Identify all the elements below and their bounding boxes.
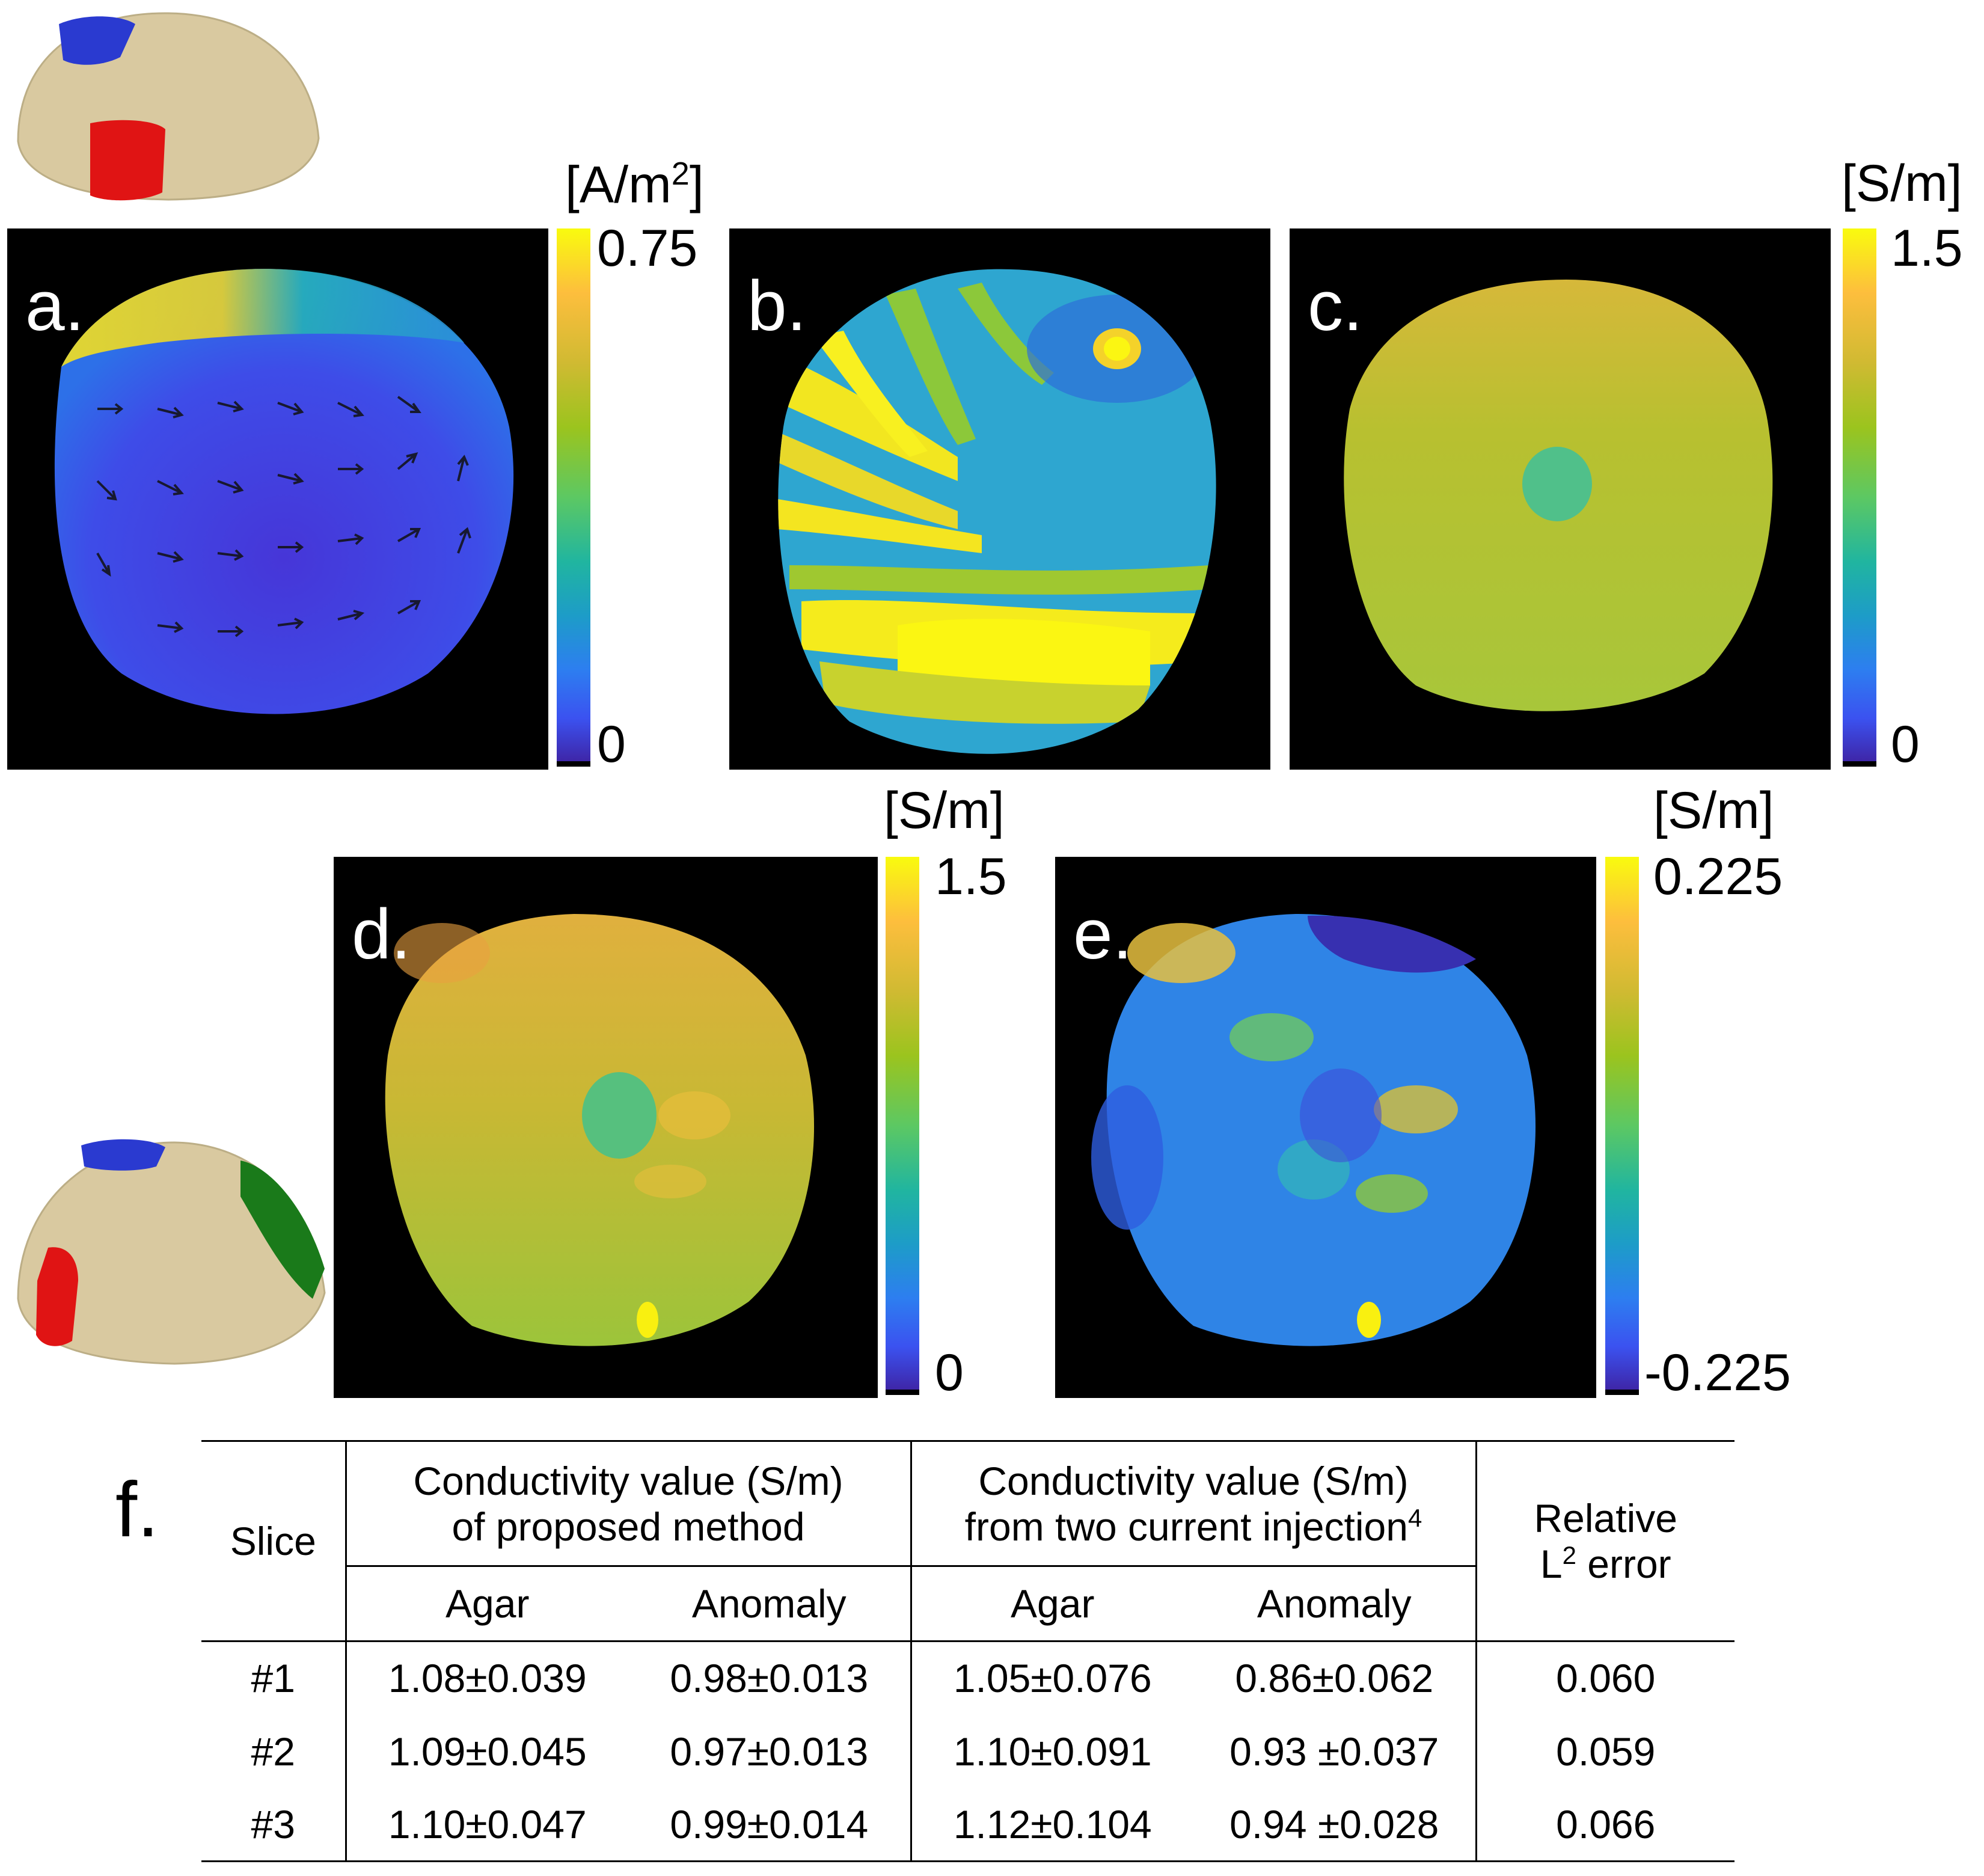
header-error-rest: error (1576, 1542, 1671, 1586)
colorbar-a (557, 228, 590, 767)
panel-label-a: a. (25, 266, 85, 346)
header-two-current-line1: Conductivity value (S/m) (978, 1458, 1409, 1503)
cell-proposed-anomaly: 0.98±0.013 (628, 1641, 912, 1715)
colorbar-a-max: 0.75 (597, 219, 698, 277)
cell-two-agar: 1.05±0.076 (953, 1656, 1152, 1701)
table-row: #2 1.09±0.045 0.97±0.013 1.10±0.091 0.93… (201, 1714, 1734, 1788)
cell-slice: #3 (201, 1788, 347, 1862)
cell-error: 0.059 (1556, 1729, 1656, 1774)
header-proposed-line1: Conductivity value (S/m) (413, 1458, 844, 1503)
cell-proposed-anomaly: 0.97±0.013 (628, 1714, 912, 1788)
conductivity-table: Slice Conductivity value (S/m) of propos… (201, 1440, 1734, 1862)
sub-agar-1: Agar (445, 1581, 530, 1626)
cell-proposed-agar: 1.09±0.045 (388, 1729, 587, 1774)
colorbar-a-unit-end: ] (689, 156, 704, 214)
colorbar-d (886, 857, 919, 1395)
panel-c-conductivity: c. (1290, 228, 1831, 770)
table-row: #1 1.08±0.039 0.98±0.013 1.05±0.076 0.86… (201, 1641, 1734, 1715)
header-proposed-line2: of proposed method (452, 1504, 805, 1549)
colorbar-c-unit: [S/m] (1842, 155, 1962, 212)
panel-a-current-density: a. (7, 228, 548, 770)
cell-two-anomaly: 0.93 ±0.037 (1193, 1714, 1477, 1788)
header-proposed-method: Conductivity value (S/m) of proposed met… (346, 1441, 912, 1567)
panel-label-d: d. (352, 895, 411, 974)
colorbar-a-min: 0 (597, 716, 626, 773)
sub-agar-2: Agar (1011, 1581, 1095, 1626)
header-error-sup: 2 (1562, 1541, 1576, 1569)
colorbar-d-max: 1.5 (935, 848, 1007, 906)
cell-two-anomaly: 0.86±0.062 (1193, 1641, 1477, 1715)
colorbar-c-min: 0 (1891, 716, 1920, 773)
colorbar-c (1843, 228, 1876, 767)
phantom-model-three-electrodes (0, 1118, 337, 1383)
header-relative-error-line1: Relative (1534, 1496, 1677, 1540)
header-slice: Slice (201, 1441, 347, 1642)
cell-proposed-agar: 1.10±0.047 (388, 1801, 587, 1847)
table-row: #3 1.10±0.047 0.99±0.014 1.12±0.104 0.94… (201, 1788, 1734, 1862)
phantom-model-two-electrodes (0, 0, 337, 216)
colorbar-a-unit-text: [A/m (565, 156, 672, 214)
header-relative-error: Relative L2 error (1476, 1441, 1734, 1642)
header-error-L: L (1540, 1542, 1563, 1586)
panel-label-f: f. (115, 1465, 159, 1553)
colorbar-a-unit-sup: 2 (671, 156, 690, 192)
panel-label-b: b. (747, 266, 807, 346)
cell-slice: #2 (201, 1714, 347, 1788)
cell-proposed-agar: 1.08±0.039 (388, 1656, 587, 1701)
colorbar-a-unit: [A/m2] (565, 158, 704, 211)
colorbar-d-unit: [S/m] (884, 782, 1005, 839)
colorbar-e-max: 0.225 (1653, 848, 1783, 906)
sub-anomaly-2: Anomaly (1193, 1566, 1477, 1642)
panel-d-conductivity: d. (334, 857, 878, 1398)
colorbar-e-unit: [S/m] (1653, 782, 1774, 839)
panel-label-e: e. (1073, 895, 1133, 974)
cell-error: 0.060 (1556, 1656, 1656, 1701)
colorbar-e (1605, 857, 1639, 1395)
sub-anomaly-1: Anomaly (628, 1566, 912, 1642)
cell-slice: #1 (201, 1641, 347, 1715)
cell-two-agar: 1.12±0.104 (953, 1801, 1152, 1847)
cell-error: 0.066 (1556, 1801, 1656, 1847)
panel-e-error: e. (1055, 857, 1596, 1398)
panel-label-c: c. (1308, 266, 1363, 346)
panel-b-conductivity: b. (729, 228, 1270, 770)
header-two-current-line2: from two current injection (964, 1504, 1408, 1549)
colorbar-e-min: -0.225 (1644, 1344, 1791, 1402)
header-two-current-ref: 4 (1407, 1503, 1422, 1532)
colorbar-c-max: 1.5 (1891, 219, 1963, 277)
cell-two-agar: 1.10±0.091 (953, 1729, 1152, 1774)
cell-two-anomaly: 0.94 ±0.028 (1193, 1788, 1477, 1862)
cell-proposed-anomaly: 0.99±0.014 (628, 1788, 912, 1862)
colorbar-d-min: 0 (935, 1344, 964, 1402)
header-two-current: Conductivity value (S/m) from two curren… (911, 1441, 1477, 1567)
